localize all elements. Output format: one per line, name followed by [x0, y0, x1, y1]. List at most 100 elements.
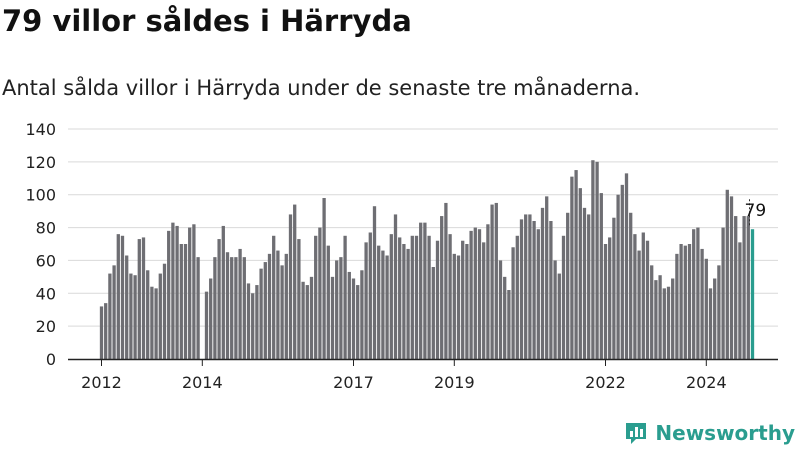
bar — [540, 207, 545, 359]
bar — [356, 285, 360, 359]
bar — [708, 288, 713, 359]
bar — [288, 214, 293, 359]
bar — [587, 214, 591, 359]
bar — [658, 275, 662, 359]
bar — [675, 253, 679, 359]
bar — [326, 245, 330, 359]
bar — [99, 306, 104, 359]
bar — [217, 239, 221, 359]
y-tick-label: 120 — [25, 153, 56, 172]
bar — [608, 237, 612, 359]
bar — [616, 194, 620, 359]
bar — [528, 214, 532, 359]
bar — [259, 268, 263, 359]
bar — [650, 265, 654, 359]
bar — [305, 285, 309, 359]
bar — [666, 286, 671, 359]
bar — [629, 212, 633, 359]
bar — [725, 189, 729, 359]
bar — [427, 235, 431, 359]
bar — [322, 198, 326, 359]
x-tick-label: 2012 — [81, 373, 122, 392]
bar — [330, 276, 335, 359]
bar — [624, 173, 629, 359]
annotations: 79 — [745, 199, 767, 228]
bar — [557, 273, 561, 359]
bar — [717, 265, 721, 359]
x-tick-label: 2024 — [686, 373, 727, 392]
bar — [251, 293, 255, 359]
bar — [234, 257, 238, 359]
bar — [662, 288, 666, 359]
bar — [255, 285, 259, 359]
bar — [721, 227, 725, 359]
bar — [524, 214, 528, 359]
bar — [246, 283, 251, 359]
bar — [536, 229, 540, 359]
bar — [196, 257, 200, 359]
bar — [385, 255, 389, 359]
bar — [284, 253, 288, 359]
bar — [343, 235, 347, 359]
bar — [263, 262, 267, 359]
bar — [406, 248, 410, 359]
bar — [620, 184, 624, 359]
bar — [276, 250, 280, 359]
newsworthy-logo: Newsworthy — [623, 420, 795, 446]
chart-logo-icon — [626, 423, 647, 444]
bar — [188, 227, 192, 359]
bar — [360, 270, 364, 359]
bar — [713, 278, 717, 359]
bar — [267, 253, 272, 359]
bar — [637, 250, 641, 359]
bar — [700, 248, 704, 359]
latest-value-label: 79 — [745, 201, 767, 221]
bar — [158, 273, 162, 359]
bar — [209, 278, 213, 359]
y-tick-label: 0 — [46, 350, 56, 369]
bar — [293, 204, 297, 359]
bar — [553, 260, 557, 359]
bar — [482, 242, 486, 359]
bar — [393, 214, 398, 359]
y-tick-label: 100 — [25, 186, 56, 205]
bar — [347, 271, 351, 359]
bar — [419, 222, 423, 359]
chart-title: 79 villor såldes i Härryda — [2, 4, 412, 38]
bar — [238, 248, 242, 359]
bar — [599, 193, 603, 359]
bar — [213, 257, 217, 359]
bar — [679, 244, 683, 359]
bar — [351, 278, 356, 359]
x-tick-label: 2019 — [434, 373, 475, 392]
bar — [377, 245, 381, 359]
bar — [171, 222, 175, 359]
bar — [734, 216, 738, 359]
bar — [603, 244, 608, 359]
bar — [671, 278, 675, 359]
bar — [141, 237, 146, 359]
bar — [452, 253, 456, 359]
bar — [435, 240, 440, 359]
bar — [704, 258, 708, 359]
bar — [448, 234, 452, 359]
bar — [687, 244, 692, 359]
bar — [473, 227, 477, 359]
bar — [309, 276, 314, 359]
bar — [738, 242, 742, 359]
x-tick-label: 2017 — [333, 373, 374, 392]
bar — [175, 225, 179, 359]
bar — [410, 235, 414, 359]
bar — [242, 257, 246, 359]
bar — [545, 196, 549, 359]
bar — [104, 303, 108, 359]
bar — [582, 207, 587, 359]
bar — [368, 232, 372, 359]
x-tick-label: 2014 — [182, 373, 223, 392]
bar — [519, 219, 524, 359]
bar — [381, 250, 385, 359]
bar — [146, 270, 150, 359]
bar — [204, 291, 209, 359]
bar — [167, 230, 171, 359]
bar — [633, 234, 637, 359]
